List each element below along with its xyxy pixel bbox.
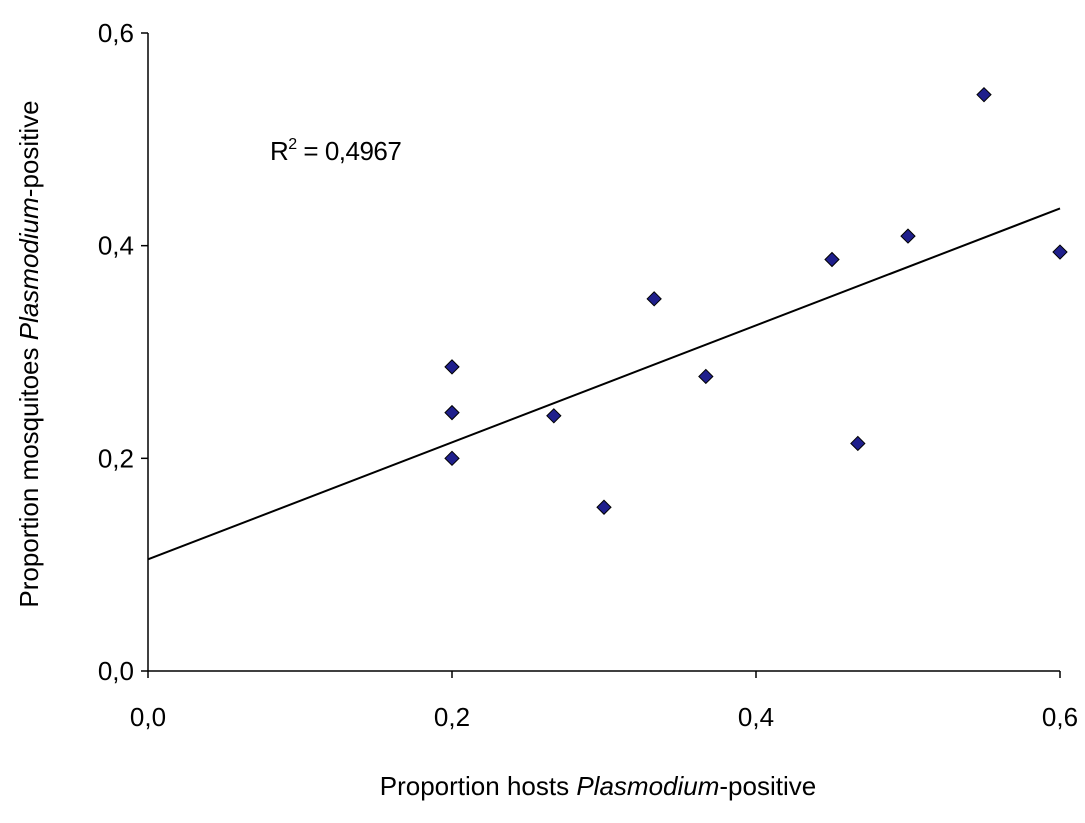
- data-point-8: [850, 435, 866, 452]
- data-point-5: [646, 291, 662, 307]
- data-points: [444, 86, 1068, 515]
- x-tick-label-3: 0,6: [1042, 702, 1078, 732]
- x-tick-label-2: 0,4: [738, 702, 774, 732]
- y-tick-label-1: 0,2: [98, 443, 134, 473]
- ticks: [141, 32, 1061, 678]
- axes: [147, 33, 1060, 672]
- tick-labels: 0,0 0,2 0,4 0,6 0,0 0,2 0,4 0,6: [98, 18, 1078, 732]
- r-squared-annotation: R2 = 0,4967: [270, 136, 401, 166]
- y-tick-label-2: 0,4: [98, 231, 134, 261]
- data-point-9: [900, 228, 916, 244]
- data-point-7: [824, 251, 840, 268]
- r-squared-base: R: [270, 136, 288, 166]
- y-axis-title-suffix: -positive: [14, 100, 44, 197]
- data-point-3: [546, 408, 562, 424]
- y-axis-title-prefix: Proportion mosquitoes: [14, 340, 44, 607]
- y-tick-label-3: 0,6: [98, 18, 134, 48]
- data-point-11: [1052, 244, 1068, 260]
- x-axis-title-italic: Plasmodium: [576, 771, 719, 801]
- r-squared-value: = 0,4967: [297, 136, 402, 166]
- r-squared-superscript: 2: [288, 136, 297, 153]
- data-point-1: [444, 404, 460, 421]
- x-tick-label-1: 0,2: [434, 702, 470, 732]
- data-point-4: [596, 499, 612, 515]
- data-point-6: [698, 368, 714, 385]
- x-axis-title-prefix: Proportion hosts: [380, 771, 577, 801]
- y-axis-title: Proportion mosquitoes Plasmodium-positiv…: [14, 100, 44, 607]
- x-axis-title-suffix: -positive: [719, 771, 816, 801]
- data-point-2: [444, 450, 460, 467]
- trendline: [147, 207, 1061, 561]
- x-tick-label-0: 0,0: [130, 702, 166, 732]
- y-axis-title-italic: Plasmodium: [14, 197, 44, 340]
- x-axis-title: Proportion hosts Plasmodium-positive: [380, 771, 816, 801]
- y-tick-label-0: 0,0: [98, 656, 134, 686]
- data-point-0: [444, 359, 460, 375]
- data-point-10: [976, 86, 992, 103]
